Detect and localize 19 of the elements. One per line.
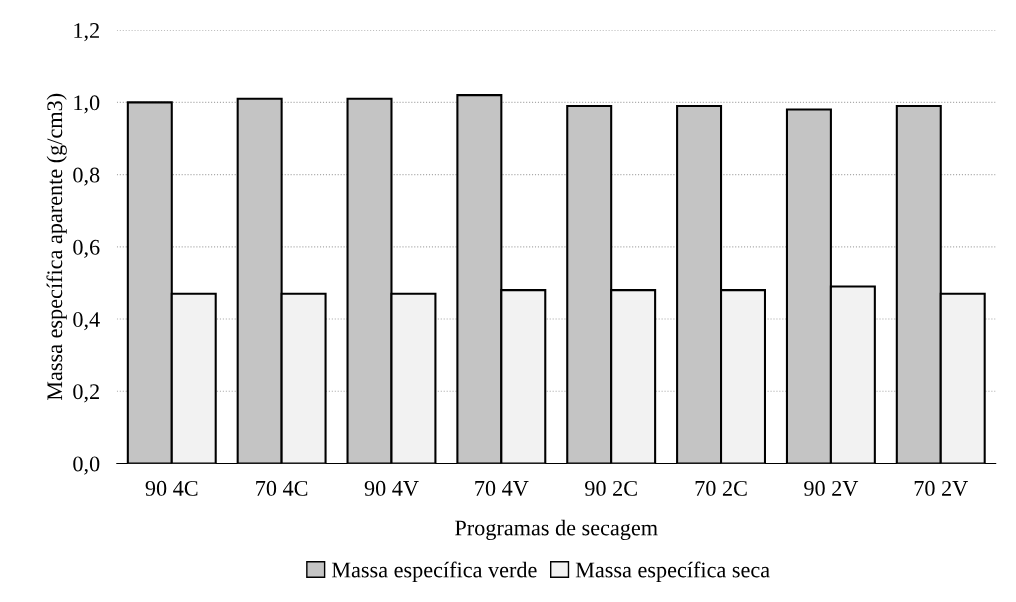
- x-axis-title: Programas de secagem: [455, 519, 658, 541]
- x-tick-label: 90 4C: [145, 480, 198, 496]
- y-tick-label: 0,2: [73, 384, 99, 403]
- legend-label: Massa específica seca: [575, 561, 770, 582]
- x-tick-label: 90 4V: [364, 480, 419, 496]
- x-tick-label: 90 2C: [585, 480, 637, 496]
- y-tick-label: 0,6: [73, 239, 100, 258]
- x-tick-label: 70 2V: [914, 480, 968, 496]
- x-tick-label: 70 2C: [695, 480, 747, 496]
- y-tick-label: 1,0: [74, 95, 100, 114]
- y-tick-label: 0,8: [73, 167, 100, 186]
- x-tick-label: 70 4V: [475, 480, 529, 496]
- y-tick-label: 0,4: [73, 311, 100, 331]
- x-tick-label: 90 2V: [804, 480, 859, 496]
- x-tick-label: 70 4C: [256, 480, 308, 496]
- y-tick-label: 1,2: [74, 23, 99, 42]
- y-tick-label: 0,0: [73, 456, 100, 475]
- y-axis-title: Massa específica aparente (g/cm3): [46, 93, 67, 401]
- legend-label: Massa específica verde: [331, 561, 537, 582]
